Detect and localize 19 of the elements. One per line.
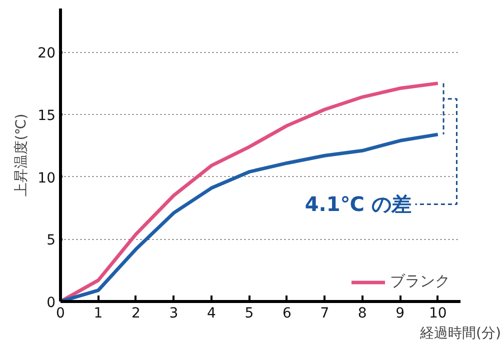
- x-tick-label: 3: [169, 306, 178, 322]
- y-tick-label: 0: [46, 295, 56, 311]
- x-tick-label: 6: [282, 306, 292, 322]
- y-tick-label: 20: [38, 46, 56, 62]
- annotation: 4.1℃ の差: [304, 192, 412, 216]
- x-axis-title: 経過時間(分): [419, 326, 500, 342]
- x-tick-label: 5: [244, 306, 254, 322]
- x-tick-label: 7: [320, 306, 330, 322]
- x-tick-label: 9: [396, 306, 405, 322]
- x-tick-label: 4: [206, 306, 216, 322]
- y-tick-label: 15: [38, 108, 56, 124]
- x-tick-label: 1: [94, 306, 103, 322]
- y-tick-label: 5: [46, 232, 56, 249]
- y-axis-title: 上昇温度(℃): [14, 114, 30, 196]
- y-tick-label: 10: [38, 170, 56, 186]
- x-tick-label: 10: [428, 306, 447, 322]
- x-tick-label: 2: [132, 306, 140, 322]
- x-tick-label: 8: [358, 306, 367, 322]
- legend-label: ブランク: [390, 272, 450, 291]
